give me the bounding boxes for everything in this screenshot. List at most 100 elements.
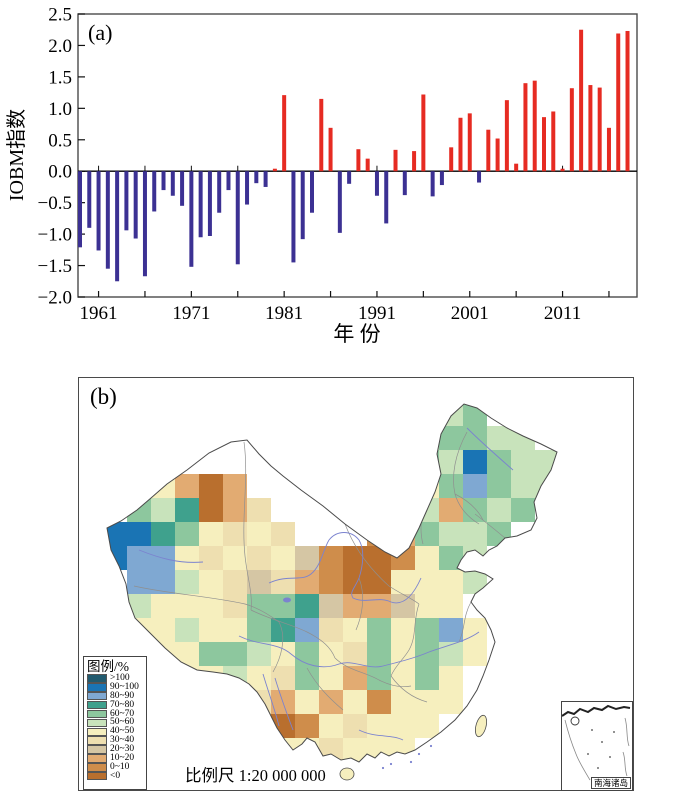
bar-1976 [235,171,240,265]
map-cell [199,618,223,642]
river-line [262,673,280,727]
map-cell [463,642,487,666]
map-cell [439,498,463,522]
map-cell [439,474,463,498]
bar-2015 [597,87,602,172]
bar-1997 [430,171,435,197]
legend-label: 0~10 [110,761,130,772]
river-line [358,729,404,741]
bar-1985 [319,98,324,172]
bar-2001 [467,113,472,172]
map-cell [319,642,343,666]
map-cell [415,474,439,498]
bar-2011 [560,168,565,172]
map-cell [415,642,439,666]
map-cell [391,474,415,498]
map-cell [463,404,487,426]
chart-marks: 2.5 2.0 1.5 1.0 0.5 0.0 −0.5 −1.0 −1.5 −2.0 1961 19… [38,5,637,324]
x-axis-title: 年 份 [333,322,380,346]
inset-coastline-north [561,704,631,717]
small-island-dot [409,760,413,764]
map-cell [463,498,487,522]
map-cell [439,642,463,666]
y-tick-label: 1.5 [48,67,72,88]
map-cell [535,450,557,474]
legend-rows: >100 90~100 80~90 70~80 60~70 50~60 40~50 30~40… [87,673,146,781]
panel-b-map: (b) 图例/% >100 90~100 80~90 70~80 60~70 50~60 4… [78,377,634,791]
map-cell [127,522,151,546]
map-cell [175,570,199,594]
map-cell [223,666,247,690]
map-cell [151,498,175,522]
legend-label: 40~50 [110,726,135,737]
legend-label: 50~60 [110,717,135,728]
map-cell [247,570,271,594]
map-cell [319,690,343,714]
map-cell [271,594,295,618]
map-cell [367,474,391,498]
map-cell [247,690,271,714]
map-cell [439,522,463,546]
map-cell [415,594,439,618]
map-cell [367,642,391,666]
map-cell [391,498,415,522]
map-grid-cells [107,404,557,762]
map-cell [439,404,463,426]
map-cell [199,522,223,546]
map-cell [175,546,199,570]
map-cell [319,570,343,594]
x-tick-label: 1981 [265,303,303,324]
legend-row: 50~60 [87,718,146,727]
map-cell [391,714,415,738]
bar-2016 [606,127,611,172]
map-cell [415,666,439,690]
map-cell [511,426,535,450]
province-border [453,431,480,525]
map-cell [175,522,199,546]
map-cell [247,522,271,546]
map-cell [319,594,343,618]
river-line [274,677,294,731]
bar-1982 [291,171,296,263]
province-border [390,675,428,703]
map-cell [271,522,295,546]
map-cell [391,690,415,714]
legend-swatch [87,736,107,745]
map-cell [223,474,247,498]
south-china-sea-inset: 南海诸岛 [561,701,633,791]
map-cell [127,546,151,570]
river-line [238,631,480,668]
map-cell [391,618,415,642]
y-tick-label: 2.5 [48,5,72,26]
bar-1995 [412,151,417,172]
y-tick-label: 2.0 [48,36,72,57]
small-island-dot [417,752,421,756]
river-line [268,532,422,604]
bar-2017 [616,33,621,172]
bar-2012 [569,88,574,172]
map-cell [199,666,223,690]
map-cell [319,618,343,642]
map-cell [223,594,247,618]
map-cell [295,570,319,594]
legend-row: <0 [87,770,146,781]
province-border [454,493,484,521]
map-cell [319,714,343,738]
bar-2005 [504,100,509,172]
map-cell [247,666,271,690]
inset-coastline-east [622,717,630,777]
legend-swatch [87,718,107,728]
bar-2002 [477,171,482,183]
y-axis-title: IOBM指数 [5,109,28,201]
bar-1991 [374,171,379,196]
map-cell [343,594,367,618]
province-border [250,609,336,659]
bar-1959 [78,171,82,248]
legend-row: 90~100 [87,682,146,692]
legend-label: <0 [110,770,121,781]
map-cell [391,594,415,618]
map-cell [367,546,391,570]
map-cell [391,570,415,594]
bar-2018 [625,30,630,172]
bar-2003 [486,129,491,172]
